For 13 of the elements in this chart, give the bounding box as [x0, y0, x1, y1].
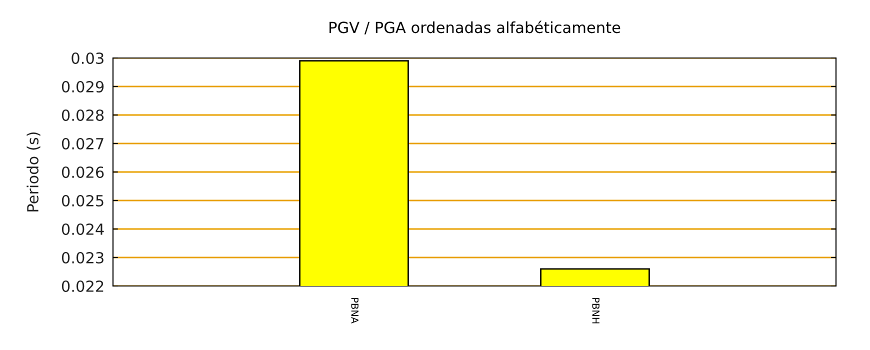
y-tick-label: 0.029 [62, 80, 104, 93]
chart-title: PGV / PGA ordenadas alfabéticamente [330, 20, 620, 34]
y-tick-label: 0.028 [62, 109, 104, 122]
y-axis-title: Periodo (s) [26, 132, 40, 212]
y-tick-label: 0.026 [62, 166, 104, 178]
x-tick-label: PBNA [351, 298, 358, 324]
y-tick-label: 0.027 [62, 138, 104, 150]
y-tick-label: 0.025 [62, 194, 104, 207]
y-tick-label: 0.03 [72, 52, 104, 64]
x-tick-label: PBNH [592, 298, 600, 324]
y-tick-label: 0.023 [62, 252, 104, 264]
y-tick-label: 0.022 [62, 280, 104, 292]
y-tick-label: 0.024 [62, 223, 104, 236]
